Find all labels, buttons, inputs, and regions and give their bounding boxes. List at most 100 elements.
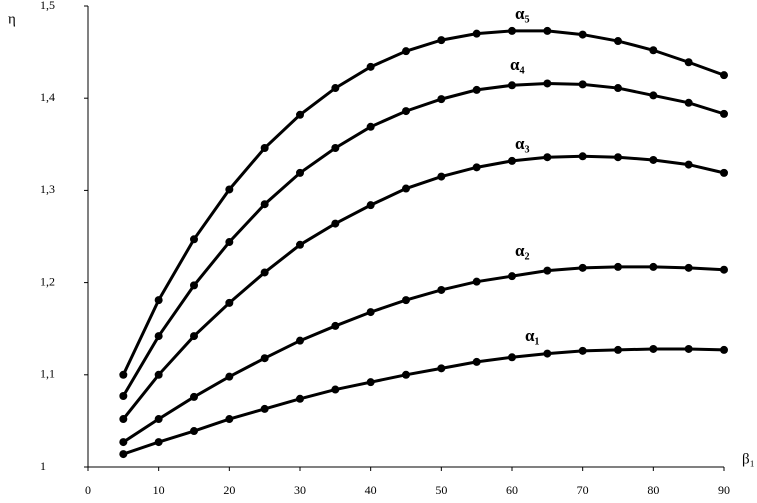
point [119, 392, 128, 401]
point [578, 80, 587, 89]
x-tick-label: 0 [85, 483, 91, 497]
point [649, 262, 658, 271]
point [543, 26, 552, 35]
x-tick-label: 20 [223, 483, 235, 497]
point [472, 85, 481, 94]
point [225, 415, 234, 424]
point [366, 378, 375, 387]
point [684, 160, 693, 169]
y-tick-label: 1,4 [40, 90, 55, 104]
point [190, 281, 198, 290]
point [508, 26, 516, 35]
point [649, 91, 658, 100]
point [190, 235, 198, 244]
point [154, 332, 163, 341]
point [578, 152, 587, 161]
series-line [122, 265, 725, 444]
point [225, 185, 234, 194]
x-tick-label: 50 [435, 483, 447, 497]
series-label: α₅ [515, 4, 530, 23]
y-tick-label: 1 [40, 459, 46, 473]
point [260, 404, 269, 413]
point [614, 345, 622, 354]
x-tick-label: 70 [577, 483, 589, 497]
point [119, 415, 128, 424]
point [543, 349, 552, 358]
series-line [121, 29, 725, 376]
point [578, 263, 587, 272]
point [543, 153, 552, 162]
point [331, 84, 340, 93]
point [472, 29, 481, 38]
point [614, 37, 622, 46]
point [366, 308, 375, 317]
point [720, 168, 728, 177]
point [543, 266, 552, 275]
point [119, 370, 128, 379]
point [508, 156, 516, 165]
point [649, 46, 658, 55]
point [154, 438, 163, 447]
point [684, 344, 693, 353]
point [720, 345, 728, 354]
point [402, 370, 410, 379]
y-tick-label: 1,3 [40, 182, 55, 196]
point [614, 84, 622, 93]
point [296, 110, 304, 119]
point [225, 372, 234, 381]
point [402, 184, 410, 193]
point [472, 163, 481, 172]
point [578, 346, 587, 355]
point [402, 47, 410, 56]
point [154, 370, 163, 379]
point [260, 268, 269, 277]
point [296, 240, 304, 249]
point [331, 219, 340, 228]
point [437, 36, 446, 45]
point [190, 332, 198, 341]
point [119, 450, 128, 459]
point [472, 277, 481, 286]
point [190, 427, 198, 436]
x-tick-label: 30 [294, 483, 306, 497]
y-axis-label: η [8, 11, 16, 27]
y-tick-label: 1,2 [40, 274, 55, 288]
point [331, 143, 340, 152]
point [508, 353, 516, 362]
point [296, 168, 304, 177]
point [543, 79, 552, 88]
series-label: α₁ [525, 326, 540, 345]
point [366, 62, 375, 71]
series-line [122, 154, 725, 420]
point [437, 95, 446, 104]
point [296, 394, 304, 403]
point [508, 81, 516, 90]
point [402, 107, 410, 116]
x-tick-label: 80 [647, 483, 659, 497]
x-tick-label: 10 [153, 483, 165, 497]
point [154, 415, 163, 424]
point [437, 364, 446, 373]
point [225, 298, 234, 307]
series-line [122, 347, 725, 456]
point [472, 357, 481, 366]
point [684, 98, 693, 107]
point [331, 321, 340, 330]
point [402, 296, 410, 305]
point [614, 262, 622, 271]
point [260, 143, 269, 152]
series-label: α₄ [510, 55, 525, 74]
point [260, 354, 269, 363]
point [154, 296, 163, 305]
point [684, 263, 693, 272]
point [119, 438, 128, 447]
point [260, 200, 269, 209]
point [225, 238, 234, 247]
point [296, 336, 304, 345]
point [331, 385, 340, 394]
x-axis-label: β₁ [742, 451, 755, 467]
point [720, 109, 728, 118]
series-line [122, 81, 725, 397]
point [508, 272, 516, 281]
series-label: α₂ [515, 241, 530, 260]
